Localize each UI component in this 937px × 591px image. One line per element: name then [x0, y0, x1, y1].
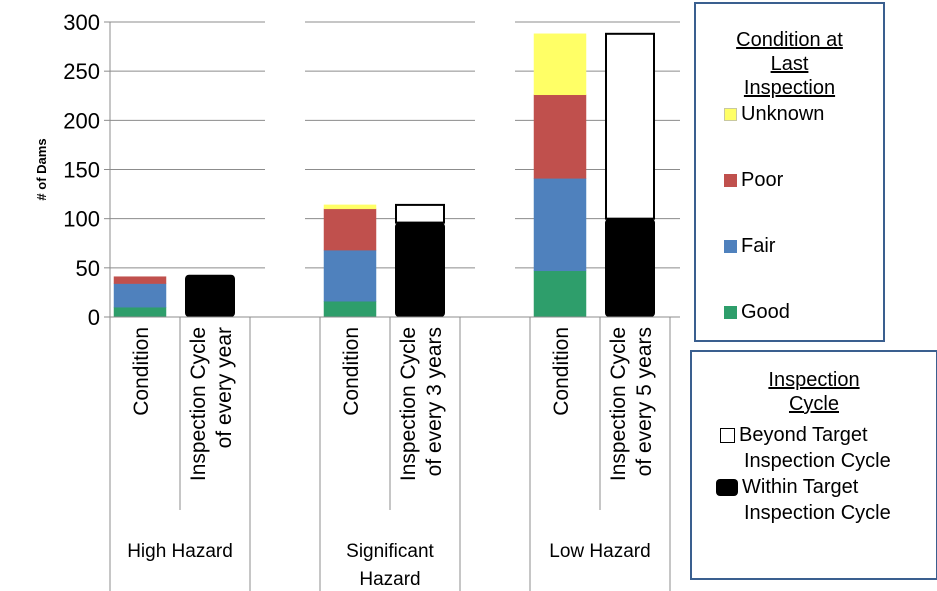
condition-legend: Condition at Last Inspection Unknown Poor Fa… — [694, 2, 885, 342]
legend-label: Unknown — [741, 103, 825, 125]
x-category-label: Condition — [340, 327, 363, 416]
bar-segment-beyond — [605, 32, 655, 220]
x-category-label: Inspection Cycle — [397, 327, 420, 481]
bar-segment-good — [113, 306, 167, 318]
legend-title-line: Inspection — [768, 369, 860, 391]
legend-title-line: Last — [770, 53, 809, 75]
legend-swatch-fair — [724, 239, 737, 253]
legend-swatch-good — [724, 305, 737, 319]
y-tick-label: 150 — [63, 158, 100, 183]
bar-segment-within — [395, 222, 445, 317]
legend-label-line: Inspection Cycle — [744, 450, 891, 472]
y-tick-label: 50 — [76, 256, 100, 281]
bar-segment-fair — [323, 249, 377, 302]
bar-segment-unknown — [323, 204, 377, 210]
condition-legend-title: Condition at Last Inspection — [696, 28, 883, 100]
bar-segment-within — [605, 218, 655, 317]
x-group-label: High Hazard — [127, 541, 233, 562]
bar-layer — [113, 32, 655, 318]
legend-label-line: Within Target — [716, 474, 936, 500]
legend-item-poor: Poor — [724, 168, 883, 192]
y-tick-label: 300 — [63, 10, 100, 35]
x-group-label: Significant — [346, 541, 434, 562]
legend-label-line: Beyond Target — [720, 422, 936, 448]
x-group-label: Hazard — [359, 569, 420, 590]
bar-segment-fair — [113, 283, 167, 308]
legend-title-line: Cycle — [788, 393, 839, 415]
bar-segment-unknown — [533, 33, 587, 96]
legend-item-fair: Fair — [724, 234, 883, 258]
y-tick-label: 200 — [63, 108, 100, 133]
condition-legend-items: Unknown Poor Fair Good — [696, 102, 883, 324]
x-category-label: Inspection Cycle — [607, 327, 630, 481]
inspection-legend-title: Inspection Cycle — [692, 368, 936, 416]
legend-item-unknown: Unknown — [724, 102, 883, 126]
inspection-legend: Inspection Cycle Beyond Target Inspection … — [690, 350, 937, 580]
grid-layer — [110, 21, 680, 269]
bar-segment-fair — [533, 178, 587, 272]
legend-swatch-unknown — [724, 107, 737, 121]
x-category-label: of every 3 years — [423, 327, 446, 476]
legend-swatch-beyond — [720, 427, 735, 443]
y-tick-label: 0 — [88, 305, 100, 330]
x-category-label: Inspection Cycle — [187, 327, 210, 481]
legend-swatch-within — [716, 478, 738, 496]
bar-segment-within — [185, 274, 235, 317]
x-category-label: Condition — [550, 327, 573, 416]
x-category-label: Condition — [130, 327, 153, 416]
y-axis-title: # of Dams — [34, 138, 49, 200]
x-group-label: Low Hazard — [549, 541, 650, 562]
legend-label: Fair — [741, 235, 776, 257]
legend-label-line: Inspection Cycle — [744, 502, 891, 524]
y-tick-label: 250 — [63, 59, 100, 84]
legend-label: Poor — [741, 169, 784, 191]
legend-title-line: Inspection — [743, 77, 836, 99]
bar-segment-beyond — [395, 203, 445, 224]
legend-label: Good — [741, 301, 790, 323]
legend-item-good: Good — [724, 300, 883, 324]
legend-item-beyond: Beyond Target Inspection Cycle — [720, 422, 936, 474]
legend-item-within: Within Target Inspection Cycle — [716, 474, 936, 526]
bar-segment-poor — [533, 94, 587, 179]
axis-layer: 0 50 100 150 200 250 300 # of Dams Condition Insp… — [34, 10, 680, 591]
bar-segment-poor — [323, 208, 377, 251]
inspection-legend-items: Beyond Target Inspection Cycle Within Targ… — [692, 422, 936, 526]
x-category-label: of every 5 years — [633, 327, 656, 476]
stacked-bar-chart: 0 50 100 150 200 250 300 # of Dams Condition Insp… — [34, 10, 680, 591]
bar-segment-good — [533, 270, 587, 318]
legend-swatch-poor — [724, 173, 737, 187]
y-tick-label: 100 — [63, 207, 100, 232]
bar-segment-poor — [113, 276, 167, 284]
x-category-label: of every year — [213, 327, 236, 448]
bar-segment-good — [323, 301, 377, 318]
legend-title-line: Condition at — [736, 29, 843, 51]
